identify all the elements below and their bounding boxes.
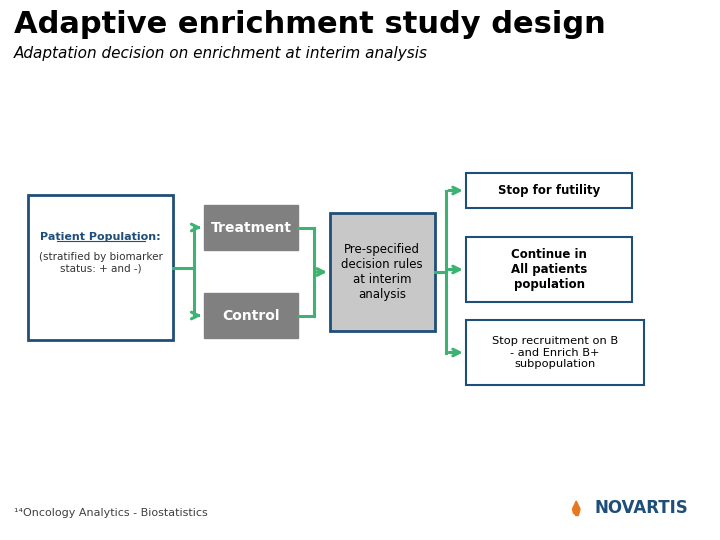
Text: Stop recruitment on B
- and Enrich B+
subpopulation: Stop recruitment on B - and Enrich B+ su… — [492, 336, 618, 369]
Polygon shape — [572, 501, 580, 515]
FancyBboxPatch shape — [330, 213, 435, 331]
Text: Adaptation decision on enrichment at interim analysis: Adaptation decision on enrichment at int… — [14, 46, 428, 61]
FancyBboxPatch shape — [204, 205, 298, 250]
Text: Control: Control — [222, 308, 280, 322]
Polygon shape — [575, 510, 577, 515]
FancyBboxPatch shape — [466, 237, 632, 302]
FancyBboxPatch shape — [466, 173, 632, 208]
Text: Treatment: Treatment — [211, 220, 292, 234]
Text: (stratified by biomarker
status: + and -): (stratified by biomarker status: + and -… — [39, 252, 163, 274]
Text: NOVARTIS: NOVARTIS — [595, 499, 689, 517]
Text: Pre-specified
decision rules
at interim
analysis: Pre-specified decision rules at interim … — [341, 243, 423, 301]
FancyBboxPatch shape — [28, 195, 174, 340]
FancyBboxPatch shape — [204, 293, 298, 338]
Text: Stop for futility: Stop for futility — [498, 184, 600, 197]
Text: Adaptive enrichment study design: Adaptive enrichment study design — [14, 10, 606, 39]
Text: Continue in
All patients
population: Continue in All patients population — [511, 248, 588, 291]
Text: ¹⁴Oncology Analytics - Biostatistics: ¹⁴Oncology Analytics - Biostatistics — [14, 508, 208, 518]
Text: Patient Population:: Patient Population: — [40, 232, 161, 242]
FancyBboxPatch shape — [466, 320, 644, 385]
